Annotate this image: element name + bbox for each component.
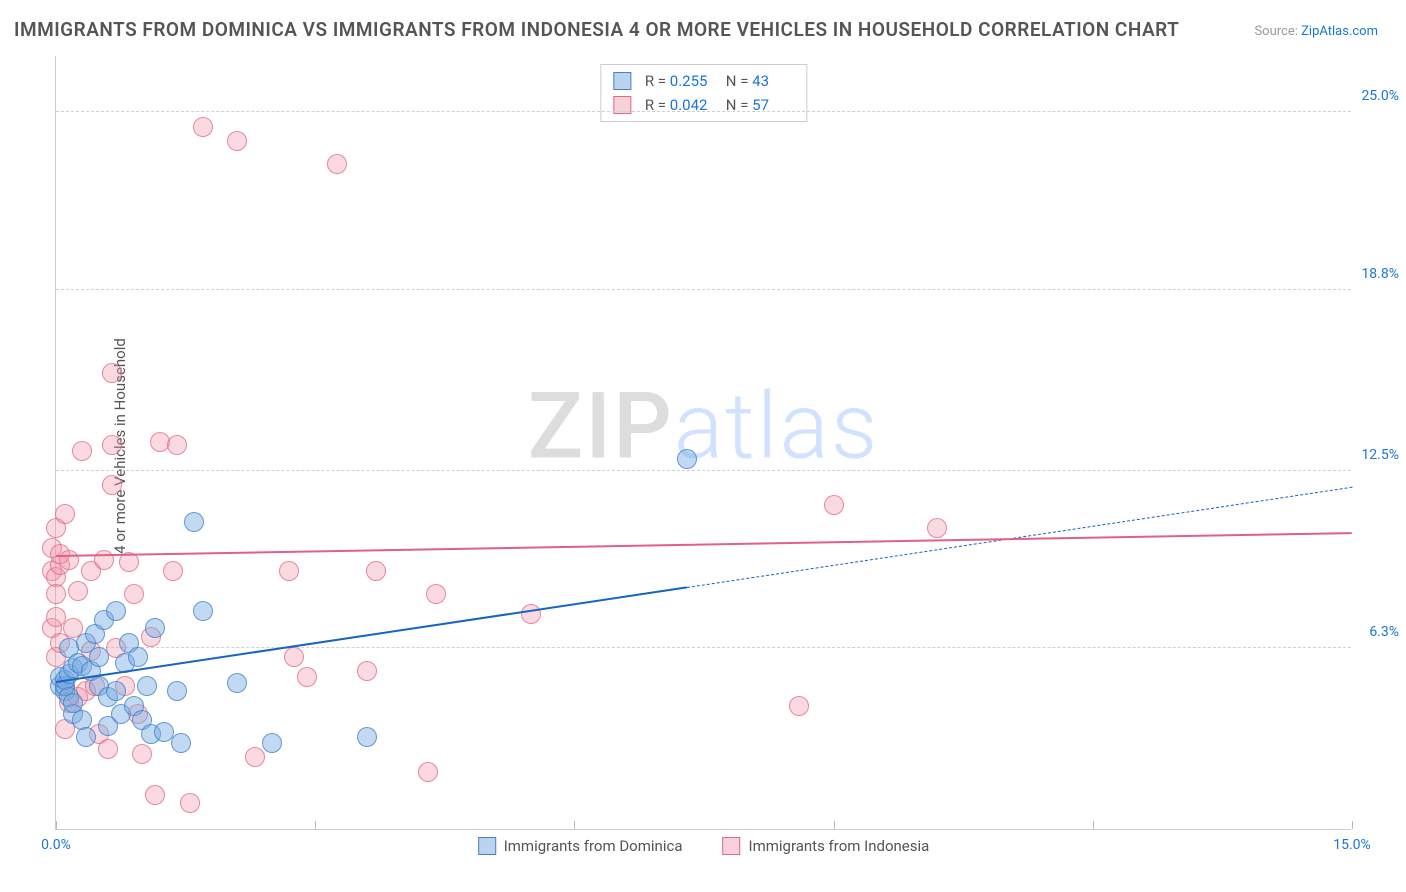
gridline: [56, 470, 1351, 471]
watermark-zip: ZIP: [528, 374, 674, 481]
data-point: [59, 550, 79, 570]
swatch-pink-icon: [722, 837, 740, 855]
x-tick-label: 0.0%: [41, 837, 71, 853]
legend-label-pink: Immigrants from Indonesia: [748, 837, 929, 855]
x-tick-mark: [1352, 821, 1353, 829]
legend-stats-box: R = 0.255 N = 43 R = 0.042 N = 57: [600, 64, 807, 122]
gridline: [56, 289, 1351, 290]
scatter-plot: ZIPatlas R = 0.255 N = 43 R = 0.042 N = …: [55, 56, 1351, 830]
data-point: [106, 601, 126, 621]
data-point: [193, 117, 213, 137]
y-tick-label: 18.8%: [1355, 266, 1399, 282]
data-point: [72, 441, 92, 461]
watermark-atlas: atlas: [674, 374, 880, 481]
y-tick-label: 12.5%: [1355, 447, 1399, 463]
x-tick-label: 15.0%: [1333, 837, 1371, 853]
x-tick-mark: [1093, 821, 1094, 829]
r-label: R =: [645, 72, 666, 90]
data-point: [426, 584, 446, 604]
data-point: [927, 518, 947, 538]
data-point: [102, 363, 122, 383]
data-point: [297, 667, 317, 687]
r-value-pink: 0.042: [670, 93, 712, 117]
source-value: ZipAtlas.com: [1301, 24, 1378, 39]
data-point: [227, 673, 247, 693]
data-point: [46, 584, 66, 604]
data-point: [98, 739, 118, 759]
data-point: [94, 550, 114, 570]
gridline: [56, 647, 1351, 648]
data-point: [163, 561, 183, 581]
data-point: [106, 681, 126, 701]
data-point: [262, 733, 282, 753]
data-point: [789, 696, 809, 716]
x-tick-mark: [56, 821, 57, 829]
n-value-pink: 57: [752, 93, 794, 117]
data-point: [279, 561, 299, 581]
data-point: [357, 661, 377, 681]
y-tick-label: 6.3%: [1355, 624, 1399, 640]
source-credit: Source: ZipAtlas.com: [1254, 24, 1378, 39]
data-point: [128, 647, 148, 667]
data-point: [366, 561, 386, 581]
data-point: [677, 449, 697, 469]
data-point: [418, 762, 438, 782]
watermark: ZIPatlas: [528, 374, 880, 481]
x-tick-mark: [574, 821, 575, 829]
swatch-blue-icon: [613, 72, 631, 90]
data-point: [137, 676, 157, 696]
data-point: [89, 647, 109, 667]
legend-bottom: Immigrants from Dominica Immigrants from…: [478, 837, 930, 855]
y-tick-label: 25.0%: [1355, 88, 1399, 104]
data-point: [357, 727, 377, 747]
data-point: [824, 495, 844, 515]
data-point: [167, 435, 187, 455]
data-point: [327, 154, 347, 174]
source-label: Source:: [1254, 24, 1297, 39]
r-value-blue: 0.255: [670, 69, 712, 93]
legend-item-blue: Immigrants from Dominica: [478, 837, 683, 855]
data-point: [227, 131, 247, 151]
data-point: [180, 793, 200, 813]
trend-line: [56, 532, 1352, 557]
swatch-blue-icon: [478, 837, 496, 855]
data-point: [167, 681, 187, 701]
data-point: [171, 733, 191, 753]
x-tick-mark: [834, 821, 835, 829]
data-point: [68, 581, 88, 601]
data-point: [284, 647, 304, 667]
data-point: [145, 785, 165, 805]
chart-title: IMMIGRANTS FROM DOMINICA VS IMMIGRANTS F…: [14, 18, 1179, 41]
data-point: [55, 504, 75, 524]
data-point: [245, 747, 265, 767]
data-point: [124, 584, 144, 604]
data-point: [521, 604, 541, 624]
data-point: [193, 601, 213, 621]
data-point: [184, 512, 204, 532]
gridline: [56, 111, 1351, 112]
n-value-blue: 43: [752, 69, 794, 93]
x-tick-mark: [315, 821, 316, 829]
legend-label-blue: Immigrants from Dominica: [504, 837, 683, 855]
data-point: [132, 744, 152, 764]
legend-stats-row-blue: R = 0.255 N = 43: [613, 69, 794, 93]
data-point: [145, 618, 165, 638]
data-point: [102, 435, 122, 455]
data-point: [76, 727, 96, 747]
legend-stats-row-pink: R = 0.042 N = 57: [613, 93, 794, 117]
legend-item-pink: Immigrants from Indonesia: [722, 837, 929, 855]
n-label: N =: [726, 72, 749, 90]
data-point: [102, 475, 122, 495]
